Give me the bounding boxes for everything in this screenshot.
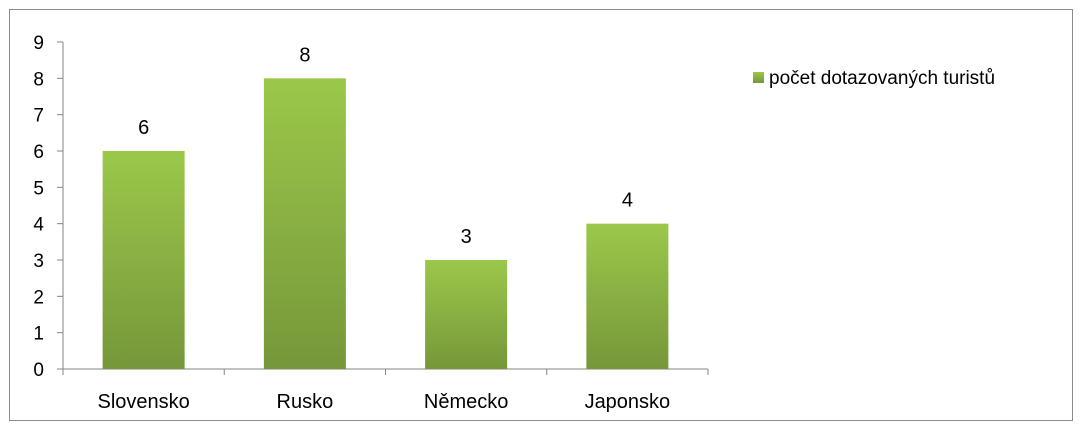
bar-slovensko (102, 151, 185, 369)
data-label: 3 (461, 226, 472, 248)
bar-německo (425, 260, 508, 369)
y-tick-label: 5 (33, 178, 44, 199)
y-tick-label: 9 (33, 33, 44, 54)
y-tick-label: 8 (33, 69, 44, 90)
chart-frame (9, 9, 1073, 421)
x-tick-label: Slovensko (97, 391, 189, 413)
data-label: 8 (299, 44, 310, 66)
bar-japonsko (586, 223, 669, 369)
bar-rusko (263, 78, 346, 369)
y-tick-label: 4 (33, 215, 44, 236)
bars (102, 78, 669, 369)
y-tick-label: 1 (33, 324, 44, 345)
y-tick-label: 0 (33, 360, 44, 381)
data-label: 6 (138, 117, 149, 139)
y-tick-label: 7 (33, 106, 44, 127)
y-tick-label: 3 (33, 251, 44, 272)
x-tick-label: Japonsko (585, 391, 671, 413)
data-label: 4 (622, 190, 633, 212)
y-tick-label: 2 (33, 287, 44, 308)
legend-entry: počet dotazovaných turistů (769, 68, 995, 89)
y-tick-label: 6 (33, 142, 44, 163)
x-tick-label: Rusko (277, 391, 334, 413)
legend-swatch (753, 72, 764, 83)
labels: 6 Slovensko 8 Rusko 3 Německo 4 Japonsko (97, 44, 670, 413)
legend: počet dotazovaných turistů (753, 68, 995, 89)
x-tick-label: Německo (424, 391, 508, 413)
